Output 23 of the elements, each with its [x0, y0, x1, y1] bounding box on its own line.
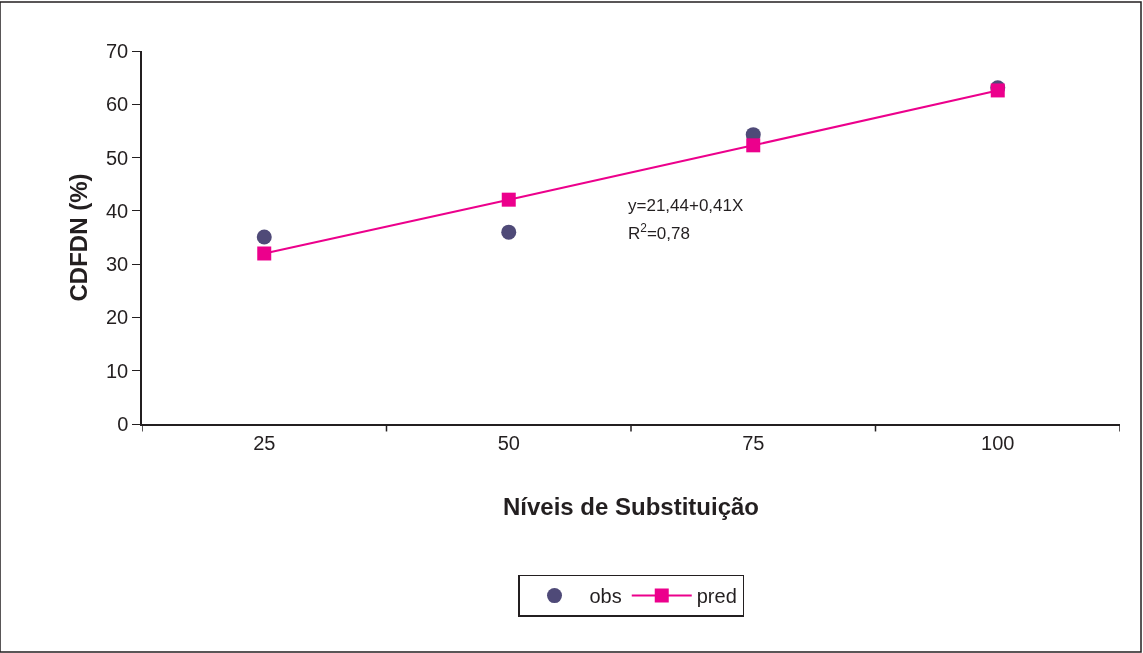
point: [256, 229, 272, 245]
y-tick-label: 0: [117, 413, 129, 435]
y-tick-label: 60: [106, 93, 129, 116]
x-axis-title: Níveis de Substituição: [502, 492, 760, 520]
x-tick-label: 25: [253, 431, 276, 454]
y-tick-label: 70: [106, 40, 129, 62]
point: [257, 246, 272, 261]
y-tick-label: 50: [106, 146, 129, 169]
point: [501, 224, 517, 240]
x-tick-label: 75: [742, 431, 765, 454]
y-tick-label: 20: [106, 306, 129, 329]
x-tick-label: 50: [497, 431, 520, 454]
x-tick-label: 100: [981, 431, 1015, 454]
point: [746, 138, 761, 153]
y-tick-label: 40: [106, 199, 129, 222]
y-axis-title: CDFDN (%): [64, 173, 92, 302]
annotation: y=21,44+0,41X: [628, 196, 744, 215]
legend-label: pred: [696, 585, 737, 608]
y-tick-label: 10: [106, 359, 129, 382]
point: [501, 192, 516, 207]
annotation: R$^{2}$=0,78: [628, 221, 690, 244]
y-tick-label: 30: [106, 253, 129, 276]
legend-label: obs: [589, 585, 622, 608]
